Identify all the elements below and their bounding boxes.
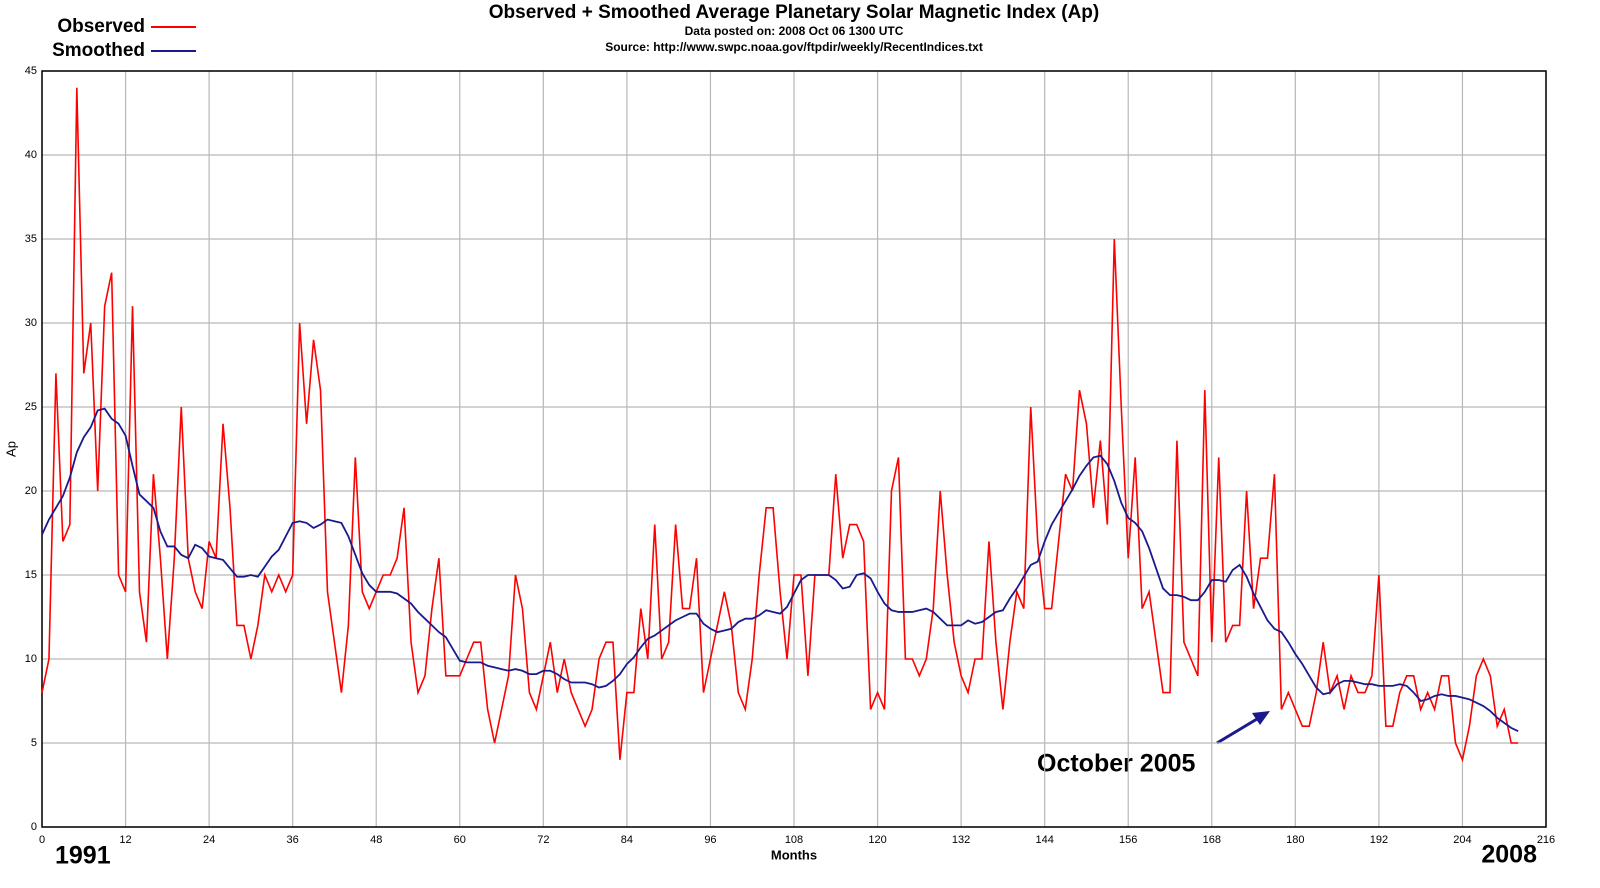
annotation-arrow	[1216, 714, 1263, 745]
y-tick-label: 30	[25, 317, 37, 329]
x-tick-label: 24	[203, 834, 215, 846]
chart-subtitle: Data posted on: 2008 Oct 06 1300 UTC	[685, 24, 904, 38]
x-tick-label: 192	[1370, 834, 1388, 846]
x-tick-label: 36	[287, 834, 299, 846]
y-axis-label: Ap	[3, 441, 18, 457]
x-tick-label: 96	[704, 834, 716, 846]
y-tick-label: 25	[25, 401, 37, 413]
y-tick-label: 35	[25, 233, 37, 245]
annotation-arrowhead	[1252, 711, 1270, 725]
x-tick-label: 108	[785, 834, 803, 846]
legend-label: Smoothed	[52, 40, 145, 61]
y-tick-label: 40	[25, 149, 37, 161]
chart-subtitle: Source: http://www.swpc.noaa.gov/ftpdir/…	[605, 40, 983, 54]
x-tick-label: 180	[1286, 834, 1304, 846]
annotation: 2008	[1481, 841, 1537, 869]
x-tick-label: 48	[370, 834, 382, 846]
annotation: 1991	[55, 842, 111, 870]
y-tick-label: 20	[25, 485, 37, 497]
x-tick-label: 72	[537, 834, 549, 846]
data-line	[41, 87, 1519, 763]
data-line	[41, 407, 1519, 733]
y-tick-label: 45	[25, 65, 37, 77]
x-tick-label: 168	[1203, 834, 1221, 846]
x-tick-label: 144	[1035, 834, 1053, 846]
annotation: October 2005	[1037, 750, 1196, 778]
x-tick-label: 216	[1537, 834, 1555, 846]
x-axis-label: Months	[771, 847, 817, 862]
x-tick-label: 84	[621, 834, 633, 846]
chart-title: Observed + Smoothed Average Planetary So…	[489, 2, 1099, 23]
plot-frame	[41, 70, 1547, 828]
x-tick-label: 12	[119, 834, 131, 846]
x-tick-label: 60	[454, 834, 466, 846]
x-tick-label: 120	[868, 834, 886, 846]
y-tick-label: 5	[31, 737, 37, 749]
x-tick-label: 204	[1453, 834, 1471, 846]
y-tick-label: 10	[25, 653, 37, 665]
y-tick-label: 15	[25, 569, 37, 581]
x-tick-label: 0	[39, 834, 45, 846]
x-tick-label: 156	[1119, 834, 1137, 846]
x-tick-label: 132	[952, 834, 970, 846]
legend-label: Observed	[57, 16, 145, 37]
y-tick-label: 0	[31, 821, 37, 833]
